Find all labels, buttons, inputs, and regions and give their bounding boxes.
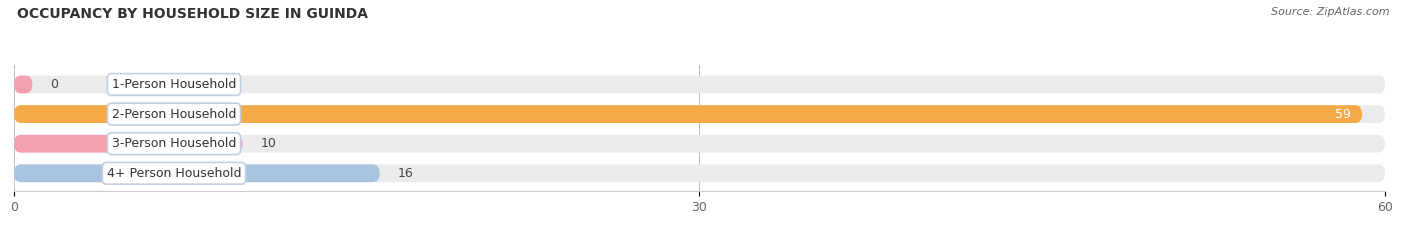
Text: 10: 10	[262, 137, 277, 150]
Text: 4+ Person Household: 4+ Person Household	[107, 167, 242, 180]
Text: 0: 0	[51, 78, 59, 91]
Text: 59: 59	[1334, 108, 1351, 121]
FancyBboxPatch shape	[14, 164, 1385, 182]
Text: Source: ZipAtlas.com: Source: ZipAtlas.com	[1271, 7, 1389, 17]
FancyBboxPatch shape	[14, 164, 380, 182]
Text: 3-Person Household: 3-Person Household	[112, 137, 236, 150]
FancyBboxPatch shape	[14, 105, 1362, 123]
Text: 2-Person Household: 2-Person Household	[112, 108, 236, 121]
Text: 16: 16	[398, 167, 413, 180]
Text: OCCUPANCY BY HOUSEHOLD SIZE IN GUINDA: OCCUPANCY BY HOUSEHOLD SIZE IN GUINDA	[17, 7, 368, 21]
FancyBboxPatch shape	[14, 135, 1385, 153]
FancyBboxPatch shape	[14, 75, 32, 93]
FancyBboxPatch shape	[14, 75, 1385, 93]
FancyBboxPatch shape	[14, 105, 1385, 123]
FancyBboxPatch shape	[14, 135, 243, 153]
Text: 1-Person Household: 1-Person Household	[112, 78, 236, 91]
